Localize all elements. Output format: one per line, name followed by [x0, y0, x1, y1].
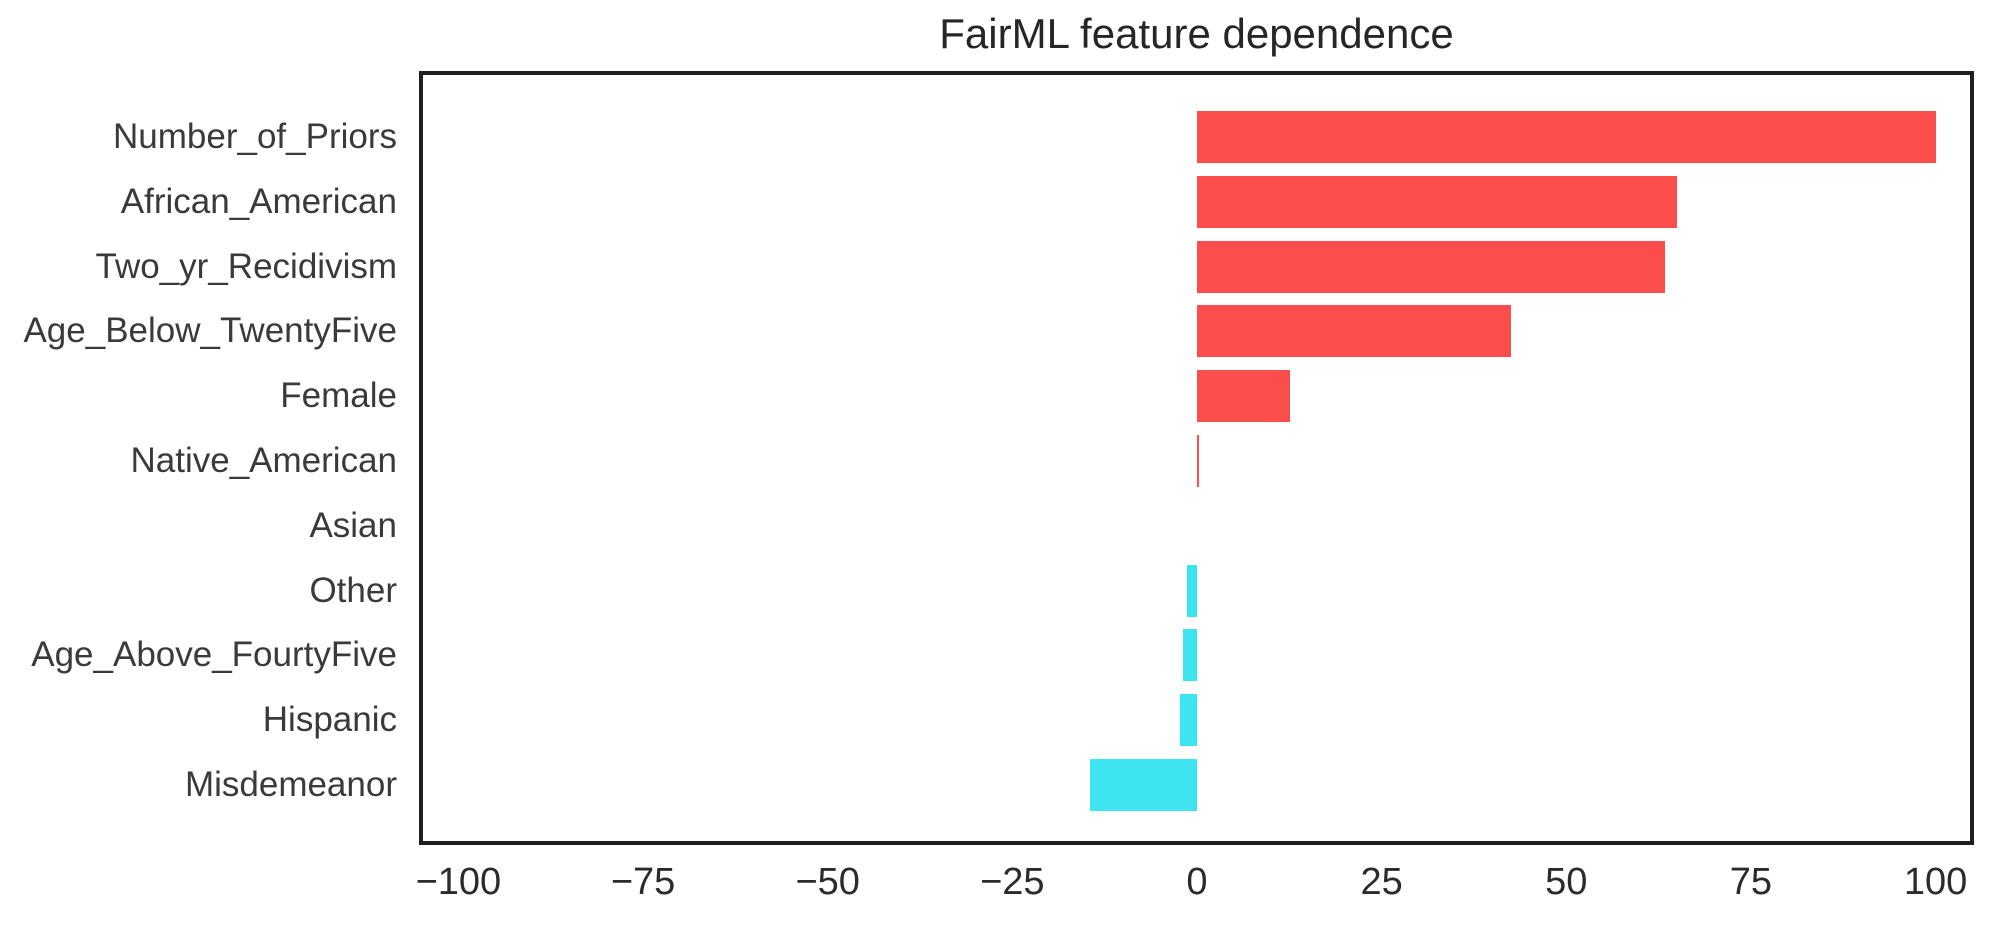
- x-tick-label: 0: [1186, 861, 1208, 903]
- bar-two_yr_recidivism: [1197, 240, 1666, 293]
- x-tick-label: 25: [1360, 861, 1403, 903]
- bar-hispanic: [1180, 694, 1197, 747]
- x-tick-label: 75: [1729, 861, 1773, 903]
- plot-area: [419, 71, 1974, 845]
- bar-native_american: [1197, 435, 1200, 487]
- y-tick-label: Female: [280, 376, 397, 416]
- y-tick-label: African_American: [120, 181, 397, 221]
- x-tick-label: −25: [980, 861, 1045, 903]
- y-tick-label: Age_Above_FourtyFive: [31, 635, 397, 675]
- bar-other: [1186, 564, 1197, 617]
- bar-age_above_fourtyfive: [1182, 629, 1197, 682]
- bar-african_american: [1197, 175, 1678, 228]
- y-tick-label: Asian: [309, 505, 397, 545]
- y-tick-label: Other: [309, 570, 397, 610]
- y-tick-label: Misdemeanor: [184, 765, 397, 804]
- x-tick-label: −75: [610, 861, 676, 903]
- y-tick-label: Two_yr_Recidivism: [95, 246, 397, 286]
- bar-female: [1197, 370, 1291, 423]
- y-tick-label: Age_Below_TwentyFive: [23, 311, 397, 351]
- bar-age_below_twentyfive: [1197, 305, 1511, 358]
- x-tick-label: −50: [795, 861, 860, 903]
- x-tick-label: −100: [415, 861, 502, 903]
- y-tick-label: Number_of_Priors: [113, 117, 397, 156]
- bar-misdemeanor: [1089, 759, 1197, 811]
- y-tick-label: Native_American: [130, 441, 398, 480]
- y-tick-label: Hispanic: [262, 700, 397, 740]
- bar-number_of_priors: [1197, 111, 1936, 163]
- x-tick-label: 50: [1545, 861, 1588, 903]
- x-tick-label: 100: [1903, 861, 1968, 903]
- chart-title: FairML feature dependence: [939, 10, 1454, 57]
